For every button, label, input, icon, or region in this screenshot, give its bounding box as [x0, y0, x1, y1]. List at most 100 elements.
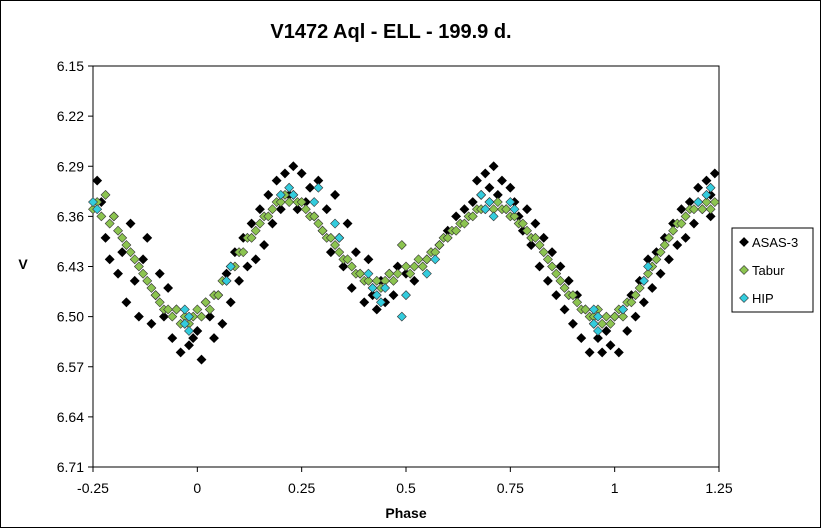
data-point: [246, 232, 257, 243]
data-point: [547, 261, 557, 272]
data-point: [363, 275, 374, 286]
data-point: [184, 311, 194, 322]
data-point: [618, 304, 628, 315]
data-point: [413, 254, 424, 265]
data-point: [601, 311, 612, 322]
data-point: [342, 254, 353, 265]
data-point: [142, 275, 153, 286]
data-point: [92, 204, 103, 215]
data-point: [330, 189, 340, 200]
legend-label: Tabur: [752, 263, 785, 278]
data-point: [250, 225, 261, 236]
data-point: [242, 261, 253, 272]
data-point: [184, 340, 194, 351]
data-point: [384, 268, 395, 279]
data-point: [184, 326, 194, 336]
data-point: [509, 204, 520, 215]
data-point: [563, 275, 574, 286]
data-point: [689, 218, 699, 229]
data-point: [296, 197, 307, 207]
data-point: [255, 218, 265, 229]
data-point: [701, 197, 712, 207]
data-point: [309, 197, 320, 207]
data-point: [421, 268, 432, 279]
data-point: [125, 218, 136, 229]
data-point: [305, 182, 315, 193]
data-point: [517, 218, 528, 229]
y-tick-label: 6.36: [57, 208, 84, 224]
data-point: [396, 311, 407, 322]
data-point: [363, 268, 374, 279]
data-point: [263, 211, 274, 222]
data-point: [651, 254, 662, 265]
data-point: [551, 290, 562, 301]
data-point: [530, 218, 541, 229]
data-point: [100, 189, 111, 200]
data-point: [317, 225, 328, 236]
data-point: [451, 225, 462, 236]
data-point: [693, 182, 704, 193]
legend-marker: [739, 265, 749, 275]
x-axis-label: Phase: [385, 505, 426, 521]
data-point: [238, 247, 249, 258]
data-point: [605, 318, 616, 329]
data-point: [467, 211, 478, 222]
data-points: [88, 161, 720, 365]
data-point: [346, 261, 357, 272]
data-point: [597, 347, 608, 358]
data-point: [129, 254, 140, 265]
data-point: [663, 232, 674, 243]
data-point: [480, 168, 491, 179]
data-point: [200, 297, 211, 308]
data-point: [121, 240, 132, 250]
data-point: [484, 197, 495, 207]
data-point: [88, 197, 98, 207]
data-point: [179, 304, 190, 315]
data-point: [138, 268, 149, 279]
data-point: [388, 290, 399, 301]
legend: ASAS-3 Tabur HIP: [731, 227, 814, 313]
data-point: [501, 204, 512, 215]
data-point: [96, 211, 107, 222]
data-point: [609, 311, 620, 322]
data-point: [680, 232, 691, 243]
data-point: [263, 189, 274, 200]
data-point: [459, 204, 470, 215]
data-point: [113, 225, 123, 236]
data-point: [250, 254, 261, 265]
data-point: [213, 290, 224, 301]
data-point: [133, 261, 144, 272]
data-point: [588, 304, 599, 315]
data-point: [605, 340, 616, 351]
data-point: [638, 297, 649, 308]
data-point: [434, 240, 445, 250]
data-point: [275, 189, 286, 200]
data-point: [643, 261, 653, 272]
data-point: [225, 297, 236, 308]
data-point: [580, 304, 591, 315]
data-point: [388, 275, 399, 286]
data-point: [92, 175, 103, 186]
data-point: [601, 326, 612, 336]
data-point: [626, 297, 637, 308]
data-point: [697, 204, 708, 215]
x-tick-label: 0.75: [497, 480, 524, 496]
data-point: [488, 161, 499, 172]
data-point: [154, 268, 165, 279]
legend-label: HIP: [752, 291, 774, 306]
data-point: [125, 247, 136, 258]
data-point: [551, 268, 562, 279]
legend-marker: [739, 237, 749, 247]
data-point: [163, 283, 174, 293]
data-point: [555, 261, 566, 272]
data-point: [663, 254, 674, 265]
data-point: [701, 175, 712, 186]
y-tick-label: 6.71: [57, 459, 84, 475]
data-point: [467, 197, 478, 207]
data-point: [138, 254, 149, 265]
data-point: [476, 189, 487, 200]
data-point: [555, 275, 566, 286]
data-point: [154, 297, 165, 308]
